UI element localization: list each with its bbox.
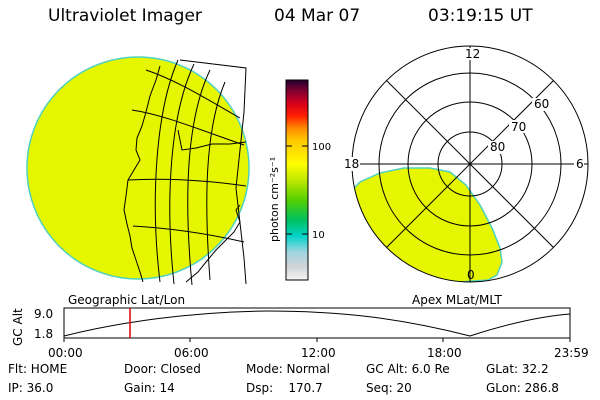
mlat-label-60: 60 — [534, 97, 549, 111]
mlt-label-12: 12 — [465, 47, 480, 61]
x-tick-2359: 23:59 — [554, 346, 589, 360]
geo-longitude: GLon: 286.8 — [486, 381, 559, 395]
mlat-label-70: 70 — [511, 120, 526, 134]
altitude-min-label: 1.8 — [34, 327, 53, 341]
x-tick-0600: 06:00 — [174, 346, 209, 360]
sequence-value: Seq: 20 — [366, 381, 412, 395]
time-label: 03:19:15 UT — [428, 6, 533, 26]
colorbar-gradient — [285, 79, 309, 281]
geo-latitude: GLat: 32.2 — [486, 362, 549, 376]
mlt-label-0: 0 — [467, 268, 475, 282]
uv-image-disk — [26, 56, 250, 280]
instrument-title: Ultraviolet Imager — [48, 6, 202, 26]
mlt-label-6: 6 — [576, 157, 584, 171]
mlat-label-80: 80 — [490, 140, 505, 154]
geographic-image — [26, 56, 250, 286]
dsp-value: Dsp: 170.7 — [246, 381, 323, 395]
colorbar-tick-10: 10 — [312, 230, 325, 241]
door-status: Door: Closed — [124, 362, 201, 376]
x-tick-1200: 12:00 — [301, 346, 336, 360]
x-tick-1800: 18:00 — [427, 346, 462, 360]
ip-value: IP: 36.0 — [8, 381, 54, 395]
gain-value: Gain: 14 — [124, 381, 175, 395]
flight-status: Flt: HOME — [8, 362, 68, 376]
altitude-axis-title: GC Alt — [11, 308, 25, 346]
x-tick-0000: 00:00 — [48, 346, 83, 360]
altitude-curve — [63, 310, 571, 337]
geo-projection-label: Geographic Lat/Lon — [68, 293, 185, 307]
altitude-chart-frame — [63, 307, 571, 339]
apex-projection-label: Apex MLat/MLT — [412, 293, 502, 307]
gc-altitude: GC Alt: 6.0 Re — [366, 362, 450, 376]
mode-status: Mode: Normal — [246, 362, 330, 376]
mlt-label-18: 18 — [344, 157, 359, 171]
colorbar-tick-100: 100 — [312, 142, 331, 153]
geo-grid — [127, 59, 247, 286]
colorbar: 100 10 photon cm⁻²s⁻¹ — [268, 79, 331, 281]
colorbar-unit-label: photon cm⁻²s⁻¹ — [268, 157, 281, 242]
coastline — [123, 65, 247, 283]
date-label: 04 Mar 07 — [274, 6, 361, 26]
polar-plot: 12 18 6 0 60 70 80 — [342, 45, 589, 283]
altitude-chart: GC Alt 9.0 1.8 00:00 06:00 12:00 18:00 2… — [11, 307, 589, 360]
altitude-max-label: 9.0 — [34, 307, 53, 321]
